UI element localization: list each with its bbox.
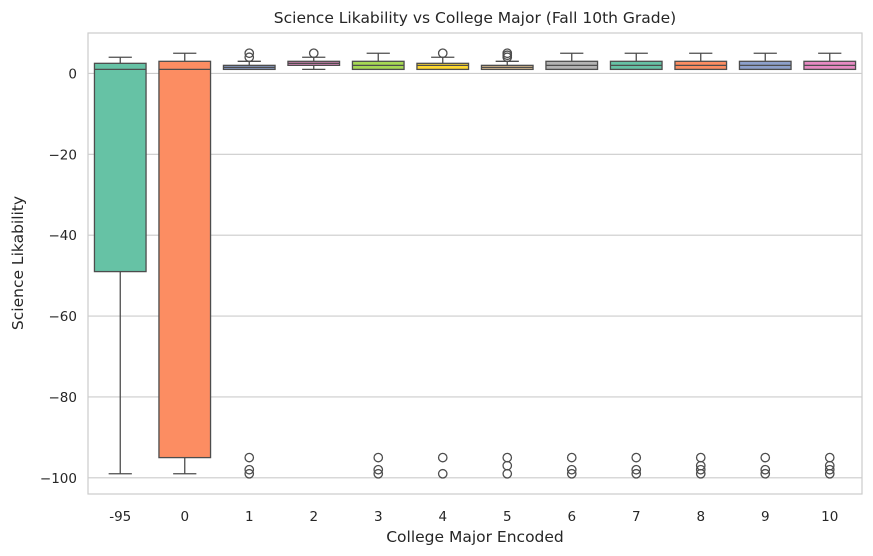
outlier-point [502,468,513,479]
outlier-point [437,452,448,463]
y-tick-label: −20 [49,147,78,163]
y-tick-label: −80 [49,390,78,406]
outlier-point [631,464,642,475]
x-tick-label: 0 [180,509,189,525]
box-group [738,52,792,479]
y-tick-label: 0 [68,66,77,82]
box-group [803,52,857,479]
outlier-point [566,464,577,475]
box-iqr [93,62,147,273]
outlier-point [566,452,577,463]
outlier-point [760,468,771,479]
x-tick-label: -95 [109,509,131,525]
outlier-point [308,48,319,59]
plot-frame [87,32,863,495]
box-group [480,48,534,479]
x-tick-label: 1 [245,509,254,525]
outlier-point [502,48,513,59]
box-group [416,48,470,479]
box-group [158,52,212,475]
outlier-point [695,464,706,475]
outlier-point [824,464,835,475]
outlier-point [244,48,255,59]
tick-layer: 0 −20 −40 −60 −80 −100 -95 0 1 2 3 4 5 6 7 8 9 10 [40,66,838,525]
x-tick-label: 4 [438,509,447,525]
x-tick-label: 7 [632,509,641,525]
box-layer [93,48,857,479]
outlier-point [244,52,255,63]
x-tick-label: 2 [309,509,318,525]
y-tick-label: −100 [40,471,77,487]
y-tick-label: −60 [49,309,78,325]
box-group [222,48,276,479]
x-tick-label: 9 [761,509,770,525]
plot-background [88,33,862,494]
box-group [545,52,599,479]
outlier-point [244,464,255,475]
outlier-point [244,452,255,463]
box-group [287,48,341,71]
outlier-point [244,468,255,479]
y-axis-label: Science Likability [9,196,27,330]
chart-title: Science Likability vs College Major (Fal… [274,9,676,27]
outlier-point [695,468,706,479]
x-axis-label: College Major Encoded [386,528,564,546]
box-group [609,52,663,479]
outlier-point [760,464,771,475]
outlier-point [631,452,642,463]
outlier-point [373,468,384,479]
x-tick-label: 5 [503,509,512,525]
x-tick-label: 3 [374,509,383,525]
outlier-point [437,48,448,59]
box-iqr [416,62,470,71]
box-group [93,56,147,475]
outlier-point [437,468,448,479]
y-tick-label: −40 [49,228,78,244]
outlier-point [824,468,835,479]
box-group [674,52,728,479]
box-group [351,52,405,479]
outlier-point [373,464,384,475]
outlier-point [566,468,577,479]
outlier-point [373,452,384,463]
x-tick-label: 10 [821,509,838,525]
outlier-point [760,452,771,463]
x-tick-label: 6 [567,509,576,525]
outlier-point [631,468,642,479]
x-tick-label: 8 [696,509,705,525]
box-iqr [158,60,212,459]
grid-layer [88,72,862,479]
